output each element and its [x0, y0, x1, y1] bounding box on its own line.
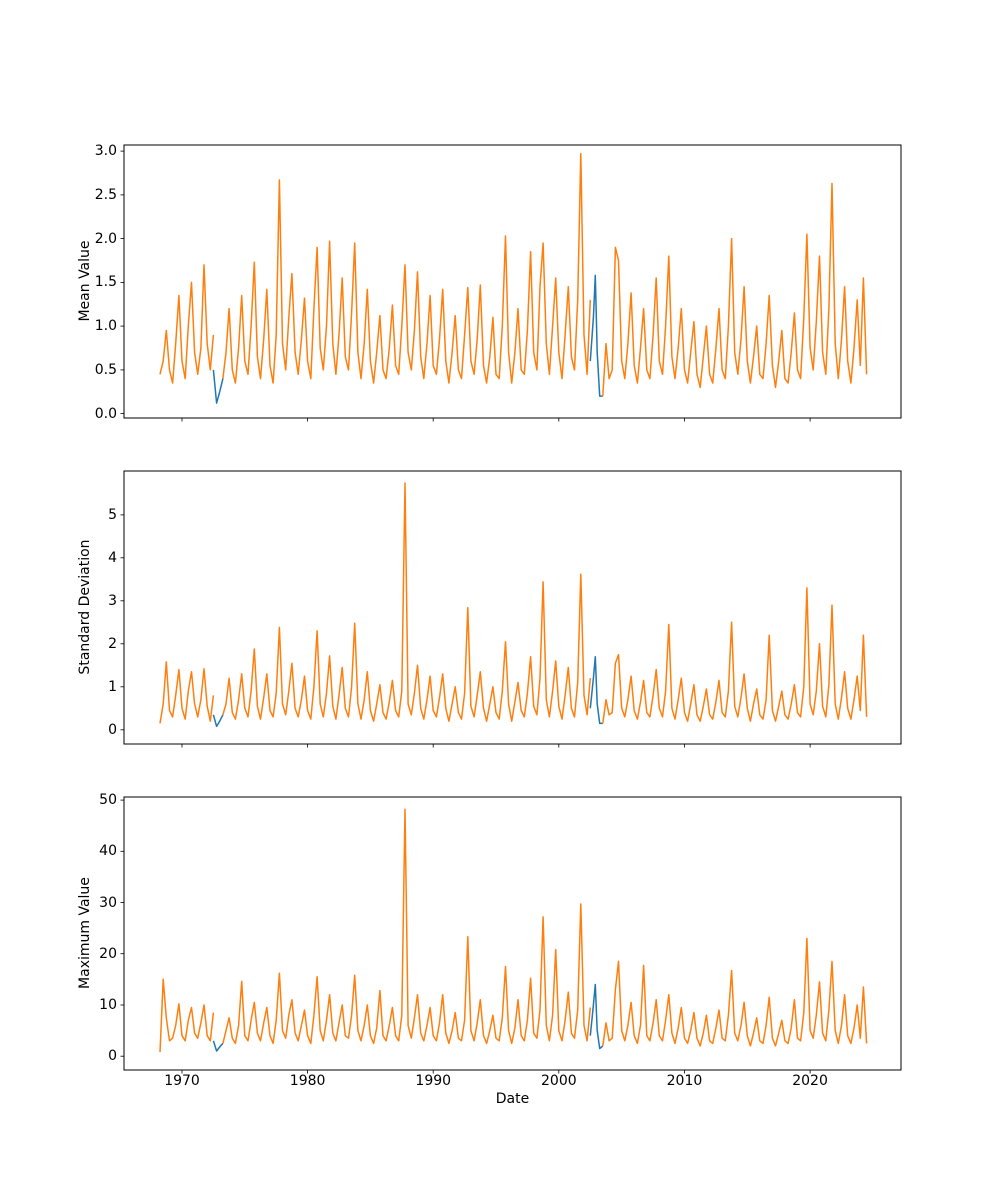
y-tick-label: 0 [108, 721, 117, 738]
series-line-original-blue [589, 274, 603, 397]
y-tick-label: 50 [99, 792, 117, 809]
series-line-overlay-orange [602, 182, 868, 397]
series-line-overlay-orange [602, 587, 868, 724]
subplot-mean-value [120, 144, 902, 422]
y-tick-label: 2 [108, 635, 117, 652]
y-tick-label: 4 [108, 549, 117, 566]
subplot-maximum-value [120, 796, 902, 1074]
y-tick-label: 2.0 [94, 230, 117, 247]
axes-spines [123, 144, 902, 419]
axes-spines [123, 796, 902, 1071]
y-tick-label: 1 [108, 678, 117, 695]
series-line-overlay-orange [222, 152, 592, 384]
x-tick-label: 2000 [541, 1073, 577, 1089]
x-tick-label: 1990 [415, 1073, 452, 1089]
y-tick-label: 1.0 [94, 318, 117, 335]
series-line-overlay-orange [602, 937, 868, 1047]
x-tick-label: 2020 [792, 1073, 828, 1089]
x-tick-label: 2010 [666, 1073, 703, 1089]
series-line-original-blue [589, 983, 604, 1050]
y-tick-label: 3.0 [94, 143, 117, 160]
series-line-overlay-orange [159, 978, 215, 1053]
plot-area [120, 470, 902, 748]
series-line-original-blue [212, 1040, 224, 1052]
y-tick-label: 2.5 [94, 186, 117, 203]
series-line-original-blue [589, 655, 603, 725]
y-tick-label: 1.5 [94, 274, 117, 291]
y-tick-label: 10 [99, 996, 117, 1013]
series-line-overlay-orange [222, 482, 592, 722]
y-tick-label: 20 [99, 945, 117, 962]
y-tick-label: 0.5 [94, 361, 117, 378]
y-tick-label: 0.0 [94, 405, 117, 422]
y-tick-label: 5 [108, 506, 117, 523]
plot-area [120, 144, 902, 422]
axes-spines [123, 470, 902, 745]
y-tick-label: 40 [99, 843, 117, 860]
series-line-overlay-orange [159, 264, 215, 384]
x-axis-label: Date [495, 1091, 530, 1107]
series-line-original-blue [212, 369, 224, 404]
x-tick-label: 1970 [164, 1073, 200, 1089]
series-line-overlay-orange [159, 661, 215, 724]
y-tick-label: 30 [99, 894, 117, 911]
series-line-overlay-orange [222, 808, 592, 1045]
y-tick-label: 0 [108, 1048, 117, 1065]
y-tick-label: 3 [108, 592, 117, 609]
x-tick-label: 1980 [289, 1073, 326, 1089]
plot-area [120, 796, 902, 1074]
series-line-original-blue [212, 714, 224, 728]
subplot-standard-deviation [120, 470, 902, 748]
